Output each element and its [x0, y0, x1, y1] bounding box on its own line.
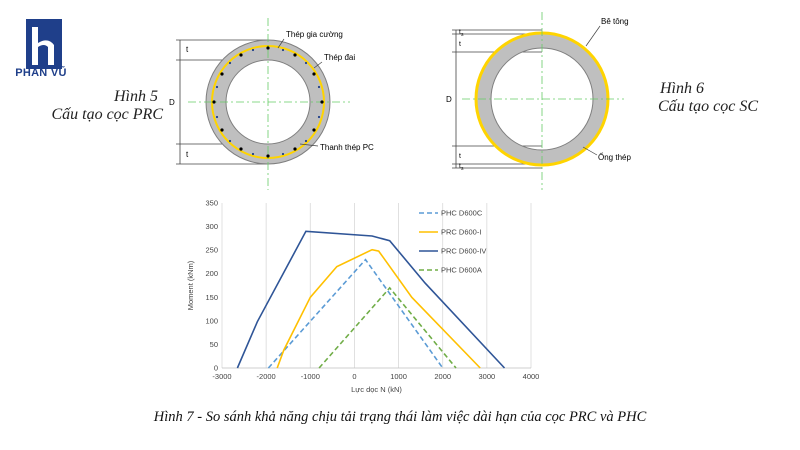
- y-tick-label: 50: [210, 340, 218, 349]
- fig6-steel-tube-label: Ống thép: [598, 152, 631, 162]
- x-tick-label: -1000: [301, 372, 320, 381]
- fig5-t-top-label: t: [186, 45, 189, 54]
- y-tick-label: 250: [205, 246, 218, 255]
- legend-label: PRC D600-IV: [441, 247, 486, 256]
- phan-vu-logo: [26, 19, 62, 69]
- figure6-subtitle: Cấu tạo cọc SC: [658, 98, 758, 115]
- fig5-pc-bar-label: Thanh thép PC: [320, 143, 374, 152]
- x-tick-label: 3000: [479, 372, 496, 381]
- y-tick-label: 100: [205, 316, 218, 325]
- series-line-phc-d600a: [318, 286, 457, 369]
- x-tick-label: 0: [352, 372, 356, 381]
- x-tick-label: 2000: [434, 372, 451, 381]
- chart-lines: [236, 230, 506, 369]
- chart-xlabel: Lực dọc N (kN): [351, 385, 402, 394]
- x-tick-label: -2000: [257, 372, 276, 381]
- series-line-prc-d600-iv: [236, 230, 506, 369]
- figure7-caption: Hình 7 - So sánh khả năng chịu tải trạng…: [153, 409, 647, 425]
- legend-label: PHC D600C: [441, 209, 483, 218]
- x-tick-label: -3000: [212, 372, 231, 381]
- y-tick-label: 0: [214, 364, 218, 373]
- fig5-d-label: D: [169, 98, 175, 107]
- y-tick-label: 300: [205, 222, 218, 231]
- fig6-ts-bottom-label: ts: [459, 163, 464, 172]
- legend-label: PHC D600A: [441, 266, 482, 275]
- chart-grid: [221, 203, 532, 368]
- fig5-reinforcement-label: Thép gia cường: [286, 30, 343, 39]
- chart-ylabel: Moment (kNm): [186, 260, 195, 310]
- series-line-prc-d600-i: [276, 248, 481, 369]
- chart-legend: PHC D600C PRC D600-I PRC D600-IV PHC D600A: [419, 209, 486, 275]
- fig6-ts-top-label: ts: [459, 29, 464, 38]
- fig6-t-top-label: t: [459, 41, 461, 48]
- figure6-title: Hình 6: [660, 80, 704, 97]
- fig6-concrete-label: Bê tông: [601, 17, 629, 26]
- chart-axes: -3000 -2000 -1000 0 1000 2000 3000 4000 0 50 100 15…: [205, 199, 539, 382]
- fig6-d-label: D: [446, 95, 452, 104]
- y-tick-label: 200: [205, 269, 218, 278]
- fig6-t-bottom-label: t: [459, 153, 461, 160]
- figure5-title: Hình 5: [114, 88, 158, 105]
- fig5-stirrup-label: Thép đai: [324, 53, 355, 62]
- y-tick-label: 150: [205, 293, 218, 302]
- logo-text: PHAN VŨ: [15, 67, 67, 79]
- legend-label: PRC D600-I: [441, 228, 481, 237]
- series-line-phc-d600c: [267, 258, 444, 369]
- figure5-subtitle: Cấu tạo cọc PRC: [51, 106, 163, 123]
- fig5-t-bottom-label: t: [186, 150, 189, 159]
- y-tick-label: 350: [205, 199, 218, 208]
- x-tick-label: 1000: [390, 372, 407, 381]
- x-tick-label: 4000: [523, 372, 540, 381]
